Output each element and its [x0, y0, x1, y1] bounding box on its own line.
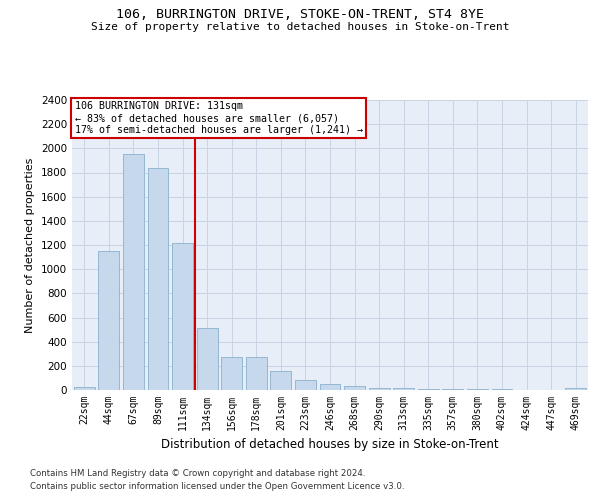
Bar	[172, 242, 193, 390]
Text: Contains HM Land Registry data © Crown copyright and database right 2024.: Contains HM Land Registry data © Crown c…	[30, 468, 365, 477]
Text: Size of property relative to detached houses in Stoke-on-Trent: Size of property relative to detached ho…	[91, 22, 509, 32]
Bar	[246, 358, 267, 390]
Y-axis label: Number of detached properties: Number of detached properties	[25, 158, 35, 332]
Bar	[74, 387, 95, 390]
Bar	[98, 251, 119, 390]
Text: Contains public sector information licensed under the Open Government Licence v3: Contains public sector information licen…	[30, 482, 404, 491]
Bar	[221, 358, 242, 390]
Bar	[148, 168, 169, 390]
Bar	[344, 386, 365, 390]
Bar	[320, 384, 340, 390]
Bar	[565, 388, 586, 390]
Bar	[295, 380, 316, 390]
Bar	[418, 388, 439, 390]
Text: 106, BURRINGTON DRIVE, STOKE-ON-TRENT, ST4 8YE: 106, BURRINGTON DRIVE, STOKE-ON-TRENT, S…	[116, 8, 484, 20]
Text: 106 BURRINGTON DRIVE: 131sqm
← 83% of detached houses are smaller (6,057)
17% of: 106 BURRINGTON DRIVE: 131sqm ← 83% of de…	[74, 102, 362, 134]
Bar	[393, 388, 414, 390]
Bar	[123, 154, 144, 390]
Bar	[368, 388, 389, 390]
Bar	[442, 389, 463, 390]
Bar	[197, 328, 218, 390]
Bar	[271, 372, 292, 390]
X-axis label: Distribution of detached houses by size in Stoke-on-Trent: Distribution of detached houses by size …	[161, 438, 499, 452]
